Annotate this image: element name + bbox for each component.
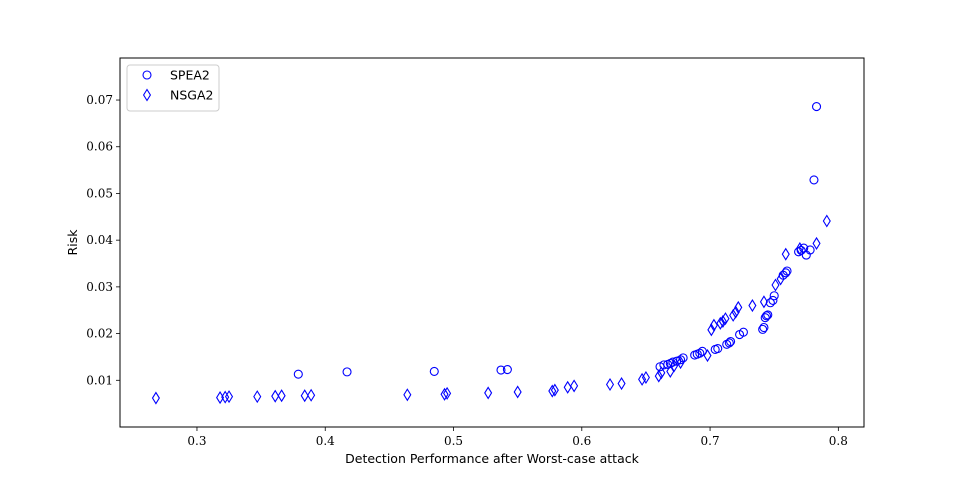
spea2-point <box>665 358 675 369</box>
x-tick-label: 0.5 <box>444 434 463 448</box>
x-axis-label: Detection Performance after Worst-case a… <box>345 451 639 466</box>
nsga2-point <box>812 236 821 250</box>
spea2-point <box>761 311 772 321</box>
nsga2-point <box>440 387 449 401</box>
spea2-point <box>811 102 822 112</box>
nsga2-point <box>716 316 725 330</box>
nsga2-point <box>548 384 557 398</box>
legend-label-nsga2: NSGA2 <box>170 88 213 103</box>
nsga2-point <box>718 314 727 328</box>
nsga2-point <box>224 390 234 404</box>
x-axis-ticks: 0.3 0.4 0.5 0.6 0.7 0.8 <box>187 427 848 448</box>
nsga2-point <box>721 312 730 326</box>
spea2-point <box>726 336 736 347</box>
spea2-point <box>713 343 723 354</box>
spea2-point <box>781 268 791 278</box>
y-axis-label: Risk <box>65 229 80 256</box>
nsga2-point <box>654 369 663 383</box>
y-tick-label: 0.02 <box>86 327 113 341</box>
y-axis-ticks: 0.01 0.02 0.03 0.04 0.05 0.06 0.07 <box>86 93 120 387</box>
nsga2-point <box>822 214 831 228</box>
spea2-point <box>782 266 792 276</box>
nsga2-point <box>670 359 679 373</box>
spea2-point <box>695 348 705 358</box>
spea2-point <box>768 295 778 305</box>
spea2-point <box>769 291 779 301</box>
nsga2-point <box>729 308 738 322</box>
y-tick-label: 0.06 <box>86 140 113 154</box>
nsga2-point <box>443 386 452 400</box>
legend-label-spea2: SPEA2 <box>170 68 210 83</box>
legend-entry-nsga2: NSGA2 <box>142 88 213 103</box>
nsga2-point <box>221 390 230 404</box>
nsga2-point <box>300 389 309 403</box>
x-tick-label: 0.4 <box>316 434 335 448</box>
nsga2-point <box>550 383 559 397</box>
axes-frame <box>119 57 865 428</box>
spea2-point <box>496 365 506 375</box>
nsga2-point <box>641 370 650 385</box>
plot-area <box>151 102 831 405</box>
nsga2-point <box>638 372 647 386</box>
spea2-point <box>676 355 686 365</box>
y-tick-label: 0.05 <box>86 186 113 200</box>
nsga2-point <box>563 380 572 394</box>
nsga2-point <box>657 366 666 380</box>
nsga2-point <box>605 377 615 392</box>
y-tick-label: 0.01 <box>86 373 113 387</box>
nsga2-point <box>703 348 712 363</box>
spea2-point <box>758 324 768 334</box>
nsga2-point <box>277 389 286 403</box>
spea2-point <box>502 364 512 375</box>
nsga2-point <box>151 391 160 405</box>
spea2-point <box>293 369 303 379</box>
legend-diamond-marker <box>142 88 152 102</box>
nsga2-point <box>731 305 740 319</box>
nsga2-point <box>748 299 757 313</box>
nsga2-point <box>776 272 785 286</box>
nsga2-point <box>676 355 685 370</box>
nsga2-point <box>307 388 316 402</box>
legend-entry-spea2: SPEA2 <box>142 68 210 83</box>
x-tick-label: 0.8 <box>829 434 848 448</box>
legend-box <box>126 64 220 112</box>
nsga2-point <box>759 295 768 309</box>
series-spea2 <box>293 102 822 379</box>
spea2-point <box>809 175 819 185</box>
spea2-point <box>724 338 734 348</box>
nsga2-point <box>781 247 790 261</box>
x-tick-label: 0.3 <box>187 434 206 448</box>
spea2-point <box>659 360 669 370</box>
nsga2-point <box>570 379 579 393</box>
nsga2-point <box>707 323 716 337</box>
y-tick-label: 0.07 <box>86 93 113 107</box>
nsga2-point <box>795 242 804 256</box>
nsga2-point <box>484 386 493 400</box>
legend: SPEA2 NSGA2 <box>126 64 220 112</box>
spea2-point <box>738 327 748 337</box>
spea2-point <box>759 322 769 333</box>
x-tick-label: 0.7 <box>701 434 720 448</box>
nsga2-point <box>617 377 626 391</box>
nsga2-point <box>734 300 743 314</box>
spea2-point <box>760 313 770 323</box>
legend-circle-marker <box>142 70 152 80</box>
nsga2-point <box>771 278 780 292</box>
y-tick-label: 0.04 <box>86 233 113 247</box>
spea2-point <box>429 366 439 376</box>
spea2-point <box>805 245 815 255</box>
nsga2-point <box>253 390 262 404</box>
series-nsga2 <box>151 214 831 405</box>
nsga2-point <box>709 318 718 332</box>
spea2-point <box>342 367 352 377</box>
spea2-point <box>763 310 773 320</box>
nsga2-point <box>271 389 280 403</box>
nsga2-point <box>403 388 412 402</box>
y-tick-label: 0.03 <box>86 280 113 294</box>
nsga2-point <box>513 385 522 399</box>
x-tick-label: 0.6 <box>572 434 591 448</box>
